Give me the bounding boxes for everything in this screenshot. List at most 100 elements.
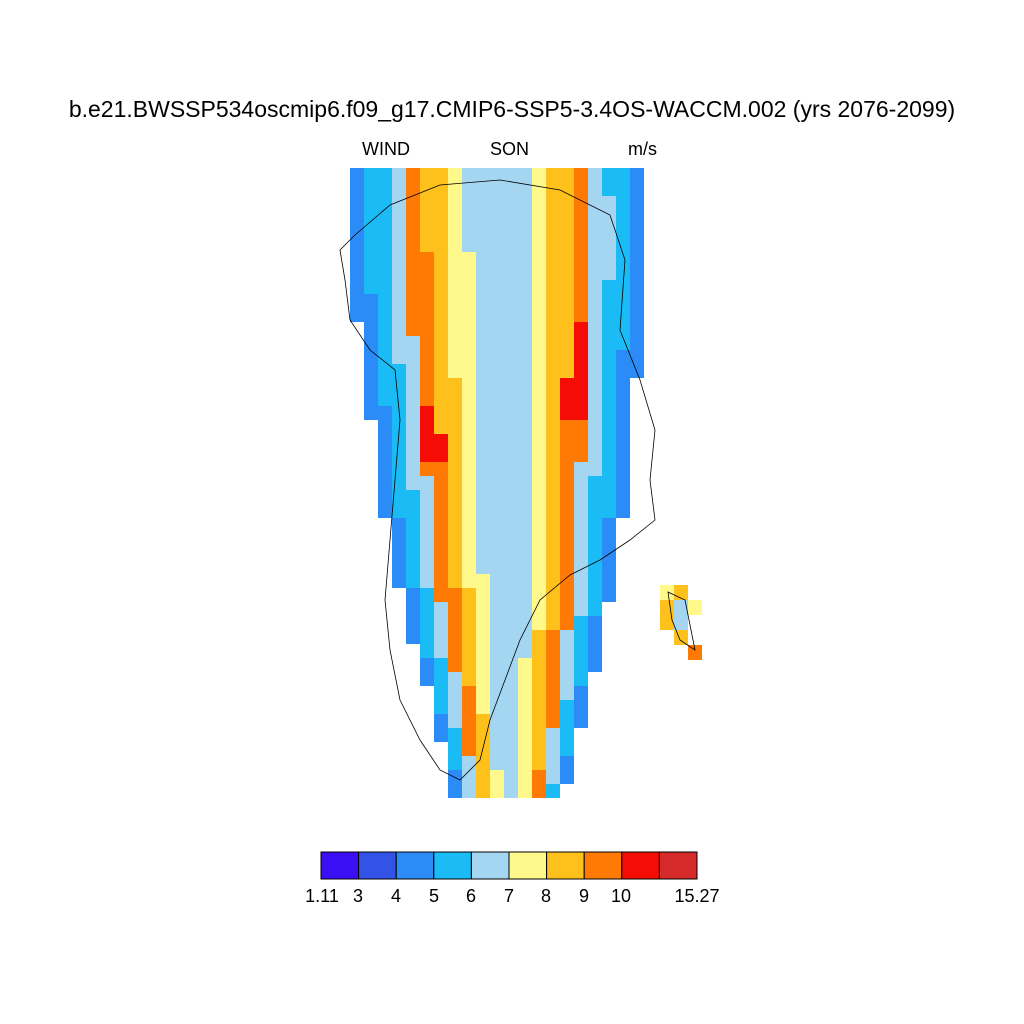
wind-cell xyxy=(504,196,518,210)
wind-cell xyxy=(364,350,378,364)
wind-cell xyxy=(574,686,588,700)
wind-cell xyxy=(476,644,490,658)
wind-cell xyxy=(616,364,630,378)
wind-cell xyxy=(364,378,378,392)
wind-cell xyxy=(462,392,476,406)
wind-cell xyxy=(490,546,504,560)
wind-cell xyxy=(420,364,434,378)
wind-cell xyxy=(462,476,476,490)
wind-cell xyxy=(532,462,546,476)
wind-cell xyxy=(462,784,476,798)
wind-cell xyxy=(476,364,490,378)
wind-cell xyxy=(532,658,546,672)
wind-cell xyxy=(602,546,616,560)
wind-cell xyxy=(532,700,546,714)
wind-cell xyxy=(588,238,602,252)
wind-cell xyxy=(434,168,448,182)
colorbar-label: 4 xyxy=(390,886,402,906)
wind-cell xyxy=(532,672,546,686)
wind-cell xyxy=(602,294,616,308)
wind-cell xyxy=(462,756,476,770)
wind-cell xyxy=(364,336,378,350)
wind-cell xyxy=(392,364,406,378)
wind-cell xyxy=(406,462,420,476)
wind-cell xyxy=(546,546,560,560)
wind-cell xyxy=(350,238,364,252)
wind-cell xyxy=(574,616,588,630)
wind-cell xyxy=(588,532,602,546)
wind-cell xyxy=(462,644,476,658)
wind-cell xyxy=(476,406,490,420)
wind-cell xyxy=(616,448,630,462)
wind-cell xyxy=(602,574,616,588)
wind-cell xyxy=(630,266,644,280)
wind-cell xyxy=(532,196,546,210)
wind-cell xyxy=(448,336,462,350)
wind-cell xyxy=(420,630,434,644)
wind-cell xyxy=(602,392,616,406)
wind-cell xyxy=(434,658,448,672)
wind-cell xyxy=(518,406,532,420)
wind-cell xyxy=(504,574,518,588)
wind-cell xyxy=(350,210,364,224)
wind-cell xyxy=(588,462,602,476)
wind-cell xyxy=(560,770,574,784)
wind-cell xyxy=(574,672,588,686)
wind-cell xyxy=(392,252,406,266)
season-label: SON xyxy=(490,139,530,159)
wind-cell xyxy=(560,266,574,280)
wind-cell xyxy=(476,658,490,672)
wind-cell xyxy=(518,504,532,518)
wind-cell xyxy=(546,756,560,770)
wind-cell xyxy=(420,448,434,462)
wind-cell xyxy=(490,658,504,672)
wind-cell xyxy=(406,308,420,322)
wind-cell xyxy=(574,504,588,518)
wind-cell xyxy=(504,336,518,350)
wind-cell xyxy=(532,574,546,588)
wind-cell xyxy=(378,182,392,196)
wind-cell xyxy=(448,280,462,294)
wind-cell xyxy=(364,392,378,406)
wind-cell xyxy=(420,616,434,630)
colorbar-label: 5 xyxy=(428,886,440,906)
wind-cell xyxy=(560,420,574,434)
wind-cell xyxy=(420,546,434,560)
wind-cell xyxy=(560,560,574,574)
wind-cell xyxy=(518,658,532,672)
wind-cell xyxy=(518,742,532,756)
wind-cell xyxy=(532,504,546,518)
wind-cell xyxy=(392,546,406,560)
wind-cell xyxy=(406,518,420,532)
wind-cell xyxy=(504,308,518,322)
wind-cell xyxy=(434,672,448,686)
wind-cell xyxy=(462,448,476,462)
wind-cell xyxy=(602,350,616,364)
wind-cell xyxy=(434,224,448,238)
wind-cell xyxy=(560,238,574,252)
wind-cell xyxy=(560,294,574,308)
wind-cell xyxy=(462,546,476,560)
wind-cell xyxy=(462,532,476,546)
wind-cell xyxy=(406,392,420,406)
wind-cell xyxy=(420,378,434,392)
wind-cell xyxy=(448,672,462,686)
wind-cell xyxy=(588,252,602,266)
wind-cell xyxy=(574,224,588,238)
wind-cell xyxy=(560,672,574,686)
wind-cell xyxy=(434,420,448,434)
wind-field-cells xyxy=(350,168,702,798)
wind-cell xyxy=(560,210,574,224)
wind-cell xyxy=(546,714,560,728)
wind-cell xyxy=(518,238,532,252)
wind-cell xyxy=(490,294,504,308)
wind-cell xyxy=(602,238,616,252)
wind-cell xyxy=(406,266,420,280)
wind-cell xyxy=(434,210,448,224)
wind-cell xyxy=(448,266,462,280)
coastline xyxy=(339,179,696,781)
wind-cell xyxy=(602,308,616,322)
wind-cell xyxy=(574,630,588,644)
wind-cell xyxy=(462,238,476,252)
